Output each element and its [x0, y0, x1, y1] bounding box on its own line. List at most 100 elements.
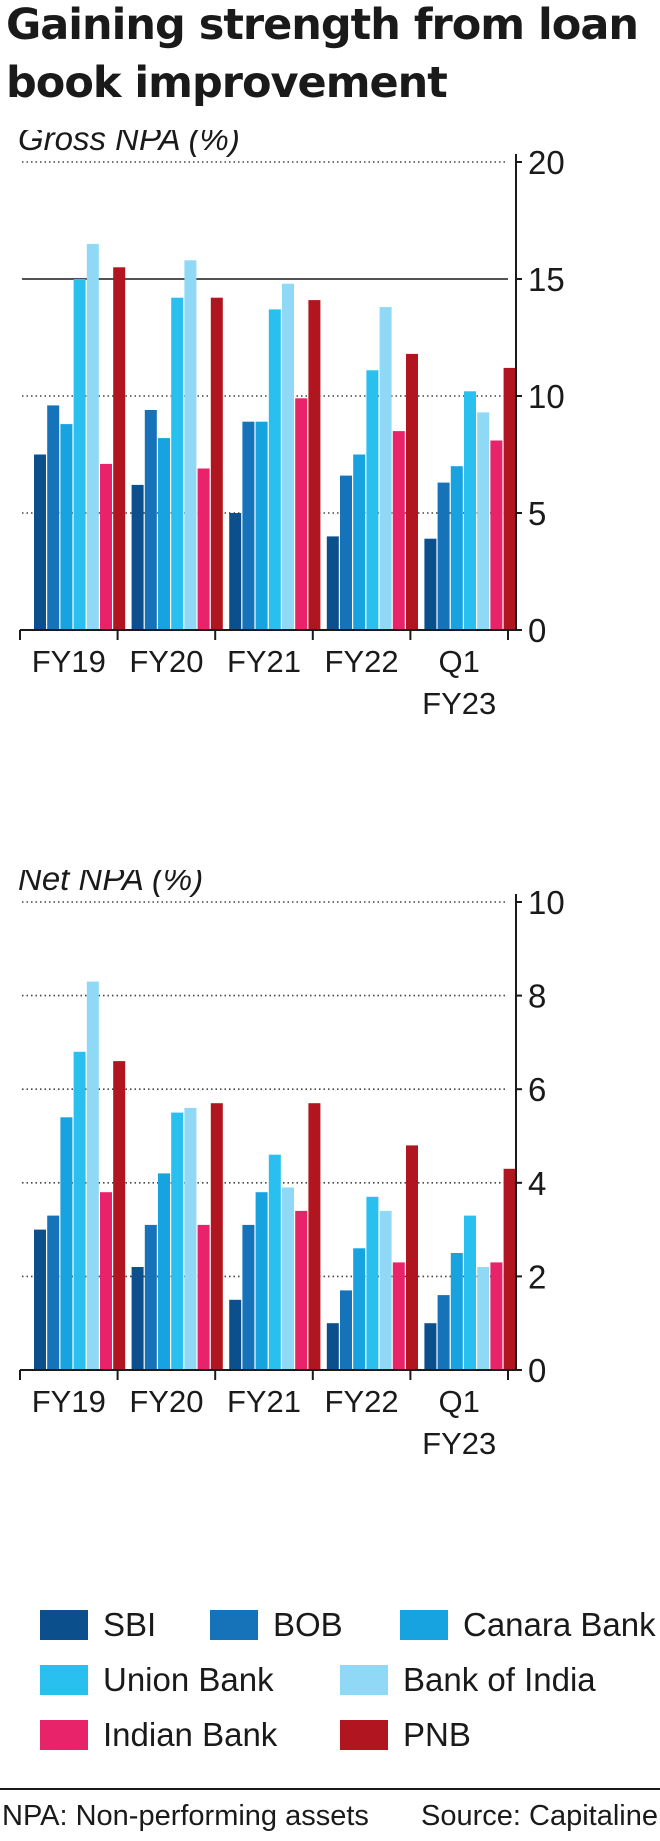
net-npa-bar-bob-fy21 [242, 1224, 255, 1370]
legend-item-indian-bank: Indian Bank [40, 1715, 277, 1755]
gross-npa-category-label-fy22: FY22 [325, 644, 399, 679]
gross-npa-bar-pnb-fy20 [210, 297, 223, 630]
net-npa-chart: Net NPA (%) 0 2 4 6 8 10 FY19 FY20 FY21 FY22 Q1 FY23 [18, 870, 565, 1461]
net-npa-bar-indian-bank-fy19 [100, 1192, 112, 1370]
net-npa-bar-pnb-q1-fy23 [503, 1168, 516, 1370]
gross-npa-bar-indian-bank-fy21 [295, 398, 308, 630]
legend: SBI BOB Canara Bank Union Bank Bank of I… [0, 1600, 660, 1765]
net-npa-category-label-fy20: FY20 [129, 1384, 203, 1419]
net-npa-bar-sbi-fy20 [131, 1267, 144, 1370]
gross-npa-bar-union-bank-fy21 [268, 309, 281, 630]
gross-npa-bar-indian-bank-fy19 [100, 463, 112, 630]
legend-item-pnb: PNB [340, 1715, 471, 1755]
gross-npa-y-tick-label-10: 10 [528, 378, 565, 415]
gross-npa-chart-title: Gross NPA (%) [18, 130, 240, 157]
net-npa-category-label-fy23: FY23 [422, 1426, 496, 1461]
gross-npa-y-tick-label-5: 5 [528, 495, 546, 532]
gross-npa-bar-sbi-fy20 [131, 484, 144, 630]
gross-npa-bar-sbi-fy21 [229, 513, 242, 630]
net-npa-y-tick-label-10: 10 [528, 884, 565, 921]
gross-npa-bar-indian-bank-fy20 [197, 468, 210, 630]
legend-swatch-canara-bank [400, 1610, 448, 1640]
footnote: NPA: Non-performing assets [2, 1800, 369, 1832]
gross-npa-category-label-fy19: FY19 [32, 644, 106, 679]
footer-divider [0, 1788, 660, 1790]
net-npa-y-tick-label-2: 2 [528, 1258, 546, 1295]
gross-npa-bar-pnb-fy19 [113, 267, 126, 630]
gross-npa-bar-bank-of-india-fy19 [86, 243, 99, 630]
legend-item-bank-of-india: Bank of India [340, 1660, 596, 1700]
net-npa-bar-union-bank-fy21 [268, 1154, 281, 1370]
legend-label-union-bank: Union Bank [103, 1661, 274, 1698]
gross-npa-bar-bank-of-india-fy21 [282, 283, 294, 630]
net-npa-bar-union-bank-fy19 [73, 1051, 86, 1370]
net-npa-bar-canara-bank-fy20 [158, 1173, 170, 1370]
gross-npa-bar-bank-of-india-fy22 [379, 307, 392, 630]
gross-npa-bar-indian-bank-q1-fy23 [490, 440, 503, 630]
net-npa-bar-bank-of-india-q1-fy23 [477, 1267, 490, 1370]
net-npa-bar-union-bank-fy20 [171, 1112, 184, 1370]
net-npa-bar-indian-bank-fy21 [295, 1210, 308, 1370]
legend-item-bob: BOB [210, 1605, 343, 1645]
gross-npa-bar-indian-bank-fy22 [392, 431, 405, 630]
net-npa-bar-bob-fy20 [144, 1224, 157, 1370]
net-npa-bar-canara-bank-fy21 [255, 1192, 268, 1370]
gross-npa-bar-bob-fy19 [47, 405, 60, 630]
gross-npa-bar-sbi-q1-fy23 [424, 538, 437, 630]
legend-label-bank-of-india: Bank of India [403, 1661, 596, 1698]
headline: Gaining strength from loan book improvem… [6, 0, 639, 108]
net-npa-category-label-fy21: FY21 [227, 1384, 301, 1419]
net-npa-y-tick-label-4: 4 [528, 1165, 546, 1202]
legend-label-pnb: PNB [403, 1716, 471, 1753]
gross-npa-bar-pnb-fy21 [308, 300, 321, 630]
gross-npa-bar-canara-bank-fy20 [158, 438, 170, 630]
net-npa-bar-union-bank-fy22 [366, 1196, 379, 1370]
gross-npa-y-tick-label-20: 20 [528, 144, 565, 181]
gross-npa-y-tick-label-15: 15 [528, 261, 565, 298]
gross-npa-bar-sbi-fy19 [34, 454, 46, 630]
gross-npa-category-label-fy21: FY21 [227, 644, 301, 679]
gross-npa-bar-union-bank-fy19 [73, 279, 86, 630]
net-npa-bar-canara-bank-q1-fy23 [450, 1253, 463, 1370]
legend-item-canara-bank: Canara Bank [400, 1605, 656, 1645]
net-npa-bar-bank-of-india-fy21 [282, 1187, 294, 1370]
gross-npa-bar-bob-fy21 [242, 421, 255, 630]
legend-swatch-indian-bank [40, 1720, 88, 1750]
net-npa-bar-canara-bank-fy22 [353, 1248, 366, 1370]
net-npa-bar-bob-q1-fy23 [437, 1295, 450, 1370]
legend-label-bob: BOB [273, 1606, 343, 1643]
legend-label-indian-bank: Indian Bank [103, 1716, 278, 1753]
net-npa-y-tick-label-0: 0 [528, 1352, 546, 1389]
gross-npa-bar-canara-bank-fy22 [353, 454, 366, 630]
legend-swatch-sbi [40, 1610, 88, 1640]
net-npa-category-label-fy19: FY19 [32, 1384, 106, 1419]
gross-npa-bar-union-bank-fy20 [171, 297, 184, 630]
net-npa-bar-union-bank-q1-fy23 [464, 1215, 476, 1370]
legend-label-canara-bank: Canara Bank [463, 1606, 656, 1643]
net-npa-bar-sbi-q1-fy23 [424, 1323, 437, 1370]
legend-swatch-pnb [340, 1720, 388, 1750]
gross-npa-bar-bob-fy20 [144, 410, 157, 630]
net-npa-bar-sbi-fy19 [34, 1229, 46, 1370]
net-npa-bar-indian-bank-fy20 [197, 1224, 210, 1370]
legend-label-sbi: SBI [103, 1606, 157, 1643]
gross-npa-category-label-fy23: FY23 [422, 686, 496, 721]
gross-npa-chart: Gross NPA (%) 0 5 10 15 20 FY19 FY20 FY21 FY22 Q1 F… [18, 130, 565, 721]
legend-item-union-bank: Union Bank [40, 1660, 274, 1700]
net-npa-bar-bank-of-india-fy22 [379, 1210, 392, 1370]
gross-npa-bar-bob-q1-fy23 [437, 482, 450, 630]
net-npa-bar-pnb-fy20 [210, 1103, 223, 1370]
net-npa-bar-indian-bank-q1-fy23 [490, 1262, 503, 1370]
gross-npa-bar-union-bank-fy22 [366, 370, 379, 630]
gross-npa-bar-bob-fy22 [340, 475, 352, 630]
gross-npa-y-tick-label-0: 0 [528, 612, 546, 649]
gross-npa-bar-canara-bank-q1-fy23 [450, 466, 463, 630]
source-credit: Source: Capitaline [421, 1800, 658, 1832]
net-npa-bar-indian-bank-fy22 [392, 1262, 405, 1370]
net-npa-bar-pnb-fy19 [113, 1061, 126, 1370]
net-npa-bar-canara-bank-fy19 [60, 1117, 73, 1370]
net-npa-bar-pnb-fy22 [406, 1145, 418, 1370]
net-npa-bar-bank-of-india-fy19 [86, 981, 99, 1370]
gross-npa-category-label-fy20: FY20 [129, 644, 203, 679]
net-npa-bar-bob-fy19 [47, 1215, 60, 1370]
